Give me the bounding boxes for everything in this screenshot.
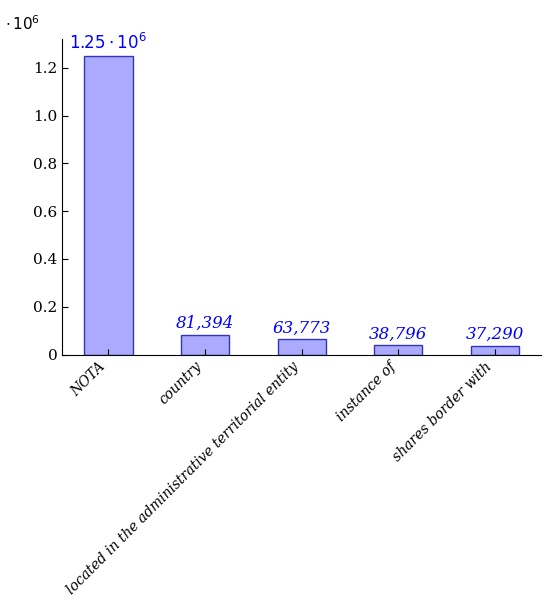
Text: $1.25 \cdot 10^{6}$: $1.25 \cdot 10^{6}$: [70, 33, 147, 53]
Text: 63,773: 63,773: [273, 319, 331, 336]
Bar: [181, 335, 229, 354]
Bar: [374, 345, 422, 354]
Text: 37,290: 37,290: [466, 326, 524, 343]
Text: $\cdot\,10^{6}$: $\cdot\,10^{6}$: [5, 14, 40, 33]
Text: 81,394: 81,394: [176, 315, 234, 332]
Bar: [84, 56, 132, 354]
Text: 38,796: 38,796: [369, 325, 427, 342]
Bar: [471, 345, 519, 354]
Bar: [278, 339, 326, 354]
